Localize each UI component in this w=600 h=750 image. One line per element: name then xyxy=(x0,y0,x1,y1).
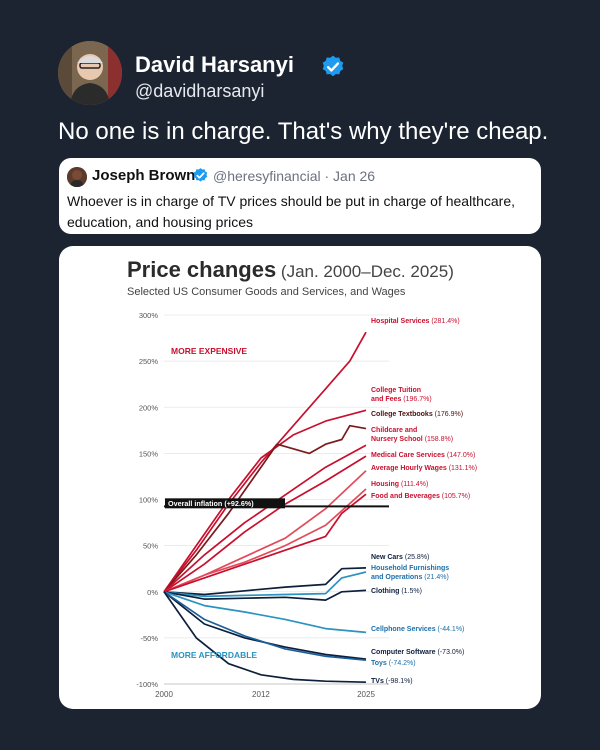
series-label: Hospital Services (281.4%) xyxy=(371,318,460,325)
series-label: College Textbooks (176.9%) xyxy=(371,411,463,418)
series-label: Food and Beverages (105.7%) xyxy=(371,493,470,500)
quoted-tweet[interactable]: Joseph Brown @heresyfinancial · Jan 26 W… xyxy=(59,158,541,234)
series-label: Toys (-74.2%) xyxy=(371,660,416,667)
series-label: Clothing (1.5%) xyxy=(371,588,422,595)
series-line-college-tuition-and-fees xyxy=(163,409,367,593)
y-tick-label: 200% xyxy=(139,403,159,412)
x-tick-label: 2025 xyxy=(357,690,375,699)
series-line-clothing xyxy=(163,589,367,601)
y-tick-label: 100% xyxy=(139,496,159,505)
annotation-more-expensive: MORE EXPENSIVE xyxy=(171,346,247,356)
quoted-tweet-text: Whoever is in charge of TV prices should… xyxy=(67,193,515,230)
series-label: New Cars (25.8%) xyxy=(371,554,429,561)
series-label: Medical Care Services (147.0%) xyxy=(371,452,475,459)
series-line-cellphone-services xyxy=(163,590,367,634)
series-line-household-furnishings-and-operations xyxy=(163,571,367,598)
chart-title-main: Price changes xyxy=(127,257,276,282)
chart-title-suffix: (Jan. 2000–Dec. 2025) xyxy=(276,262,454,281)
author-avatar[interactable] xyxy=(58,41,122,105)
chart-title: Price changes (Jan. 2000–Dec. 2025) xyxy=(127,257,454,282)
series-label: Childcare and Nursery School (158.8%) xyxy=(371,427,453,443)
overall-inflation-label-bg xyxy=(165,498,285,509)
annotation-more-affordable: MORE AFFORDABLE xyxy=(171,650,257,660)
author-name[interactable]: David Harsanyi xyxy=(135,52,294,77)
series-line-college-textbooks xyxy=(163,424,367,593)
series-line-housing xyxy=(163,488,367,593)
x-tick-label: 2012 xyxy=(252,690,270,699)
series-label: Computer Software (-73.0%) xyxy=(371,649,464,656)
series-label: Housing (111.4%) xyxy=(371,481,428,488)
y-tick-label: -100% xyxy=(136,680,158,689)
y-tick-label: 0% xyxy=(147,588,158,597)
x-tick-label: 2000 xyxy=(155,690,173,699)
series-label: College Tuition and Fees (196.7%) xyxy=(371,387,432,403)
overall-inflation-label: Overall inflation (+92.6%) xyxy=(168,499,254,508)
y-tick-label: 250% xyxy=(139,357,159,366)
series-line-new-cars xyxy=(163,567,367,596)
y-tick-label: 300% xyxy=(139,311,159,320)
price-changes-chart: Price changes (Jan. 2000–Dec. 2025) Sele… xyxy=(127,257,477,699)
y-tick-label: -50% xyxy=(140,634,158,643)
quoted-author-avatar[interactable] xyxy=(67,167,87,187)
chart-image[interactable]: Price changes (Jan. 2000–Dec. 2025) Sele… xyxy=(59,246,541,709)
series-line-childcare-and-nursery-school xyxy=(163,444,367,593)
series-label: Cellphone Services (-44.1%) xyxy=(371,626,464,633)
series-label: Average Hourly Wages (131.1%) xyxy=(371,465,477,472)
y-tick-label: 150% xyxy=(139,449,159,458)
y-tick-label: 50% xyxy=(143,542,158,551)
series-label: TVs (-98.1%) xyxy=(371,678,413,685)
series-line-food-and-beverages xyxy=(163,493,367,593)
author-handle[interactable]: @davidharsanyi xyxy=(135,81,265,101)
tweet-text: No one is in charge. That's why they're … xyxy=(58,118,549,145)
series-line-toys xyxy=(163,591,367,662)
quoted-handle-date: @heresyfinancial · Jan 26 xyxy=(213,168,376,184)
verified-badge-icon xyxy=(192,167,209,184)
series-label: Household Furnishings and Operations (21.… xyxy=(371,565,449,581)
series-line-medical-care-services xyxy=(163,455,367,593)
verified-badge-icon xyxy=(320,54,346,80)
chart-subtitle: Selected US Consumer Goods and Services,… xyxy=(127,286,406,298)
series-line-tvs xyxy=(163,591,367,684)
quoted-author-name[interactable]: Joseph Brown xyxy=(92,167,196,184)
